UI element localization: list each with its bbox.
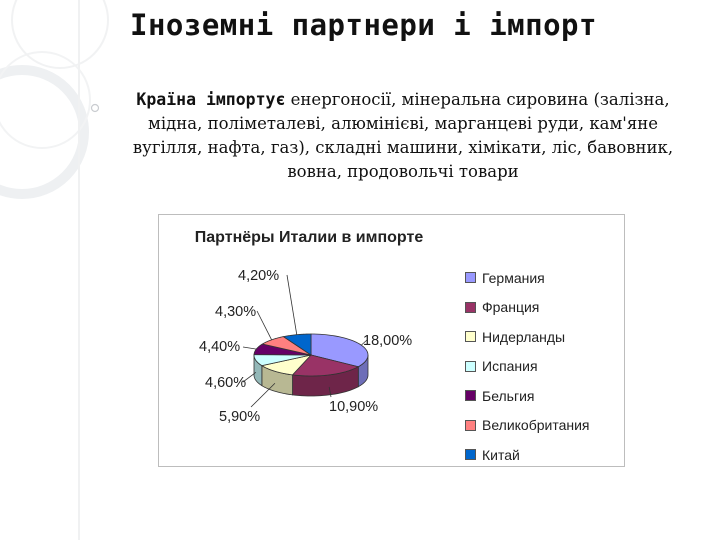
data-label-2: 5,90% [219, 409, 260, 425]
pie-slice-1 [291, 354, 360, 377]
legend-label-2: Нидерланды [482, 328, 566, 345]
leader-line-6 [286, 274, 298, 335]
legend-item-0: Германия [465, 263, 621, 293]
pie-chart: Партнёры Италии в импорте 18,00% 10,90% 5,… [158, 214, 625, 467]
body-lead: Країна імпортує [136, 90, 286, 109]
legend-label-1: Франция [482, 299, 540, 316]
legend-swatch-6 [465, 449, 476, 461]
data-label-5: 4,30% [215, 304, 256, 320]
legend-label-6: Китай [482, 446, 520, 463]
legend-label-4: Бельгия [482, 387, 535, 404]
data-label-3: 4,60% [205, 375, 246, 391]
leader-line-5 [256, 310, 272, 341]
legend-swatch-4 [465, 390, 476, 402]
legend-swatch-1 [465, 301, 476, 313]
legend-item-3: Испания [465, 352, 621, 382]
legend-item-2: Нидерланды [465, 322, 621, 352]
data-label-0: 18,00% [363, 333, 412, 349]
legend-swatch-3 [465, 360, 476, 372]
leader-line-3 [242, 371, 257, 383]
chart-legend: Германия Франция Нидерланды Испания Бельгия В… [465, 263, 621, 470]
legend-swatch-5 [465, 419, 476, 431]
leader-line-4 [242, 346, 257, 350]
data-label-4: 4,40% [199, 339, 240, 355]
pie-slice-0 [310, 333, 369, 368]
leader-line-0 [361, 339, 368, 346]
pie-slice-3 [253, 354, 312, 367]
legend-swatch-2 [465, 331, 476, 343]
leader-line-2 [250, 382, 276, 408]
page-title: Іноземні партнери і імпорт [130, 8, 597, 42]
pie-slice-2 [260, 354, 313, 376]
leader-line-1 [328, 386, 332, 398]
legend-swatch-0 [465, 272, 476, 284]
pie-plot: 18,00% 10,90% 5,90% 4,60% 4,40% 4,30% 4,20% [199, 268, 412, 425]
legend-label-3: Испания [482, 358, 538, 375]
legend-label-5: Великобритания [482, 417, 590, 434]
chart-title: Партнёры Италии в импорте [194, 229, 424, 246]
data-label-6: 4,20% [238, 268, 279, 284]
body-content: енергоносії, мінеральна сировина (залізн… [132, 90, 674, 181]
legend-item-6: Китай [465, 440, 621, 470]
data-label-1: 10,90% [329, 399, 378, 415]
legend-item-5: Великобритания [465, 411, 621, 441]
legend-label-0: Германия [482, 269, 545, 286]
body-text: Країна імпортує енергоносії, мінеральна … [118, 88, 688, 184]
legend-item-1: Франция [465, 293, 621, 323]
legend-item-4: Бельгия [465, 381, 621, 411]
